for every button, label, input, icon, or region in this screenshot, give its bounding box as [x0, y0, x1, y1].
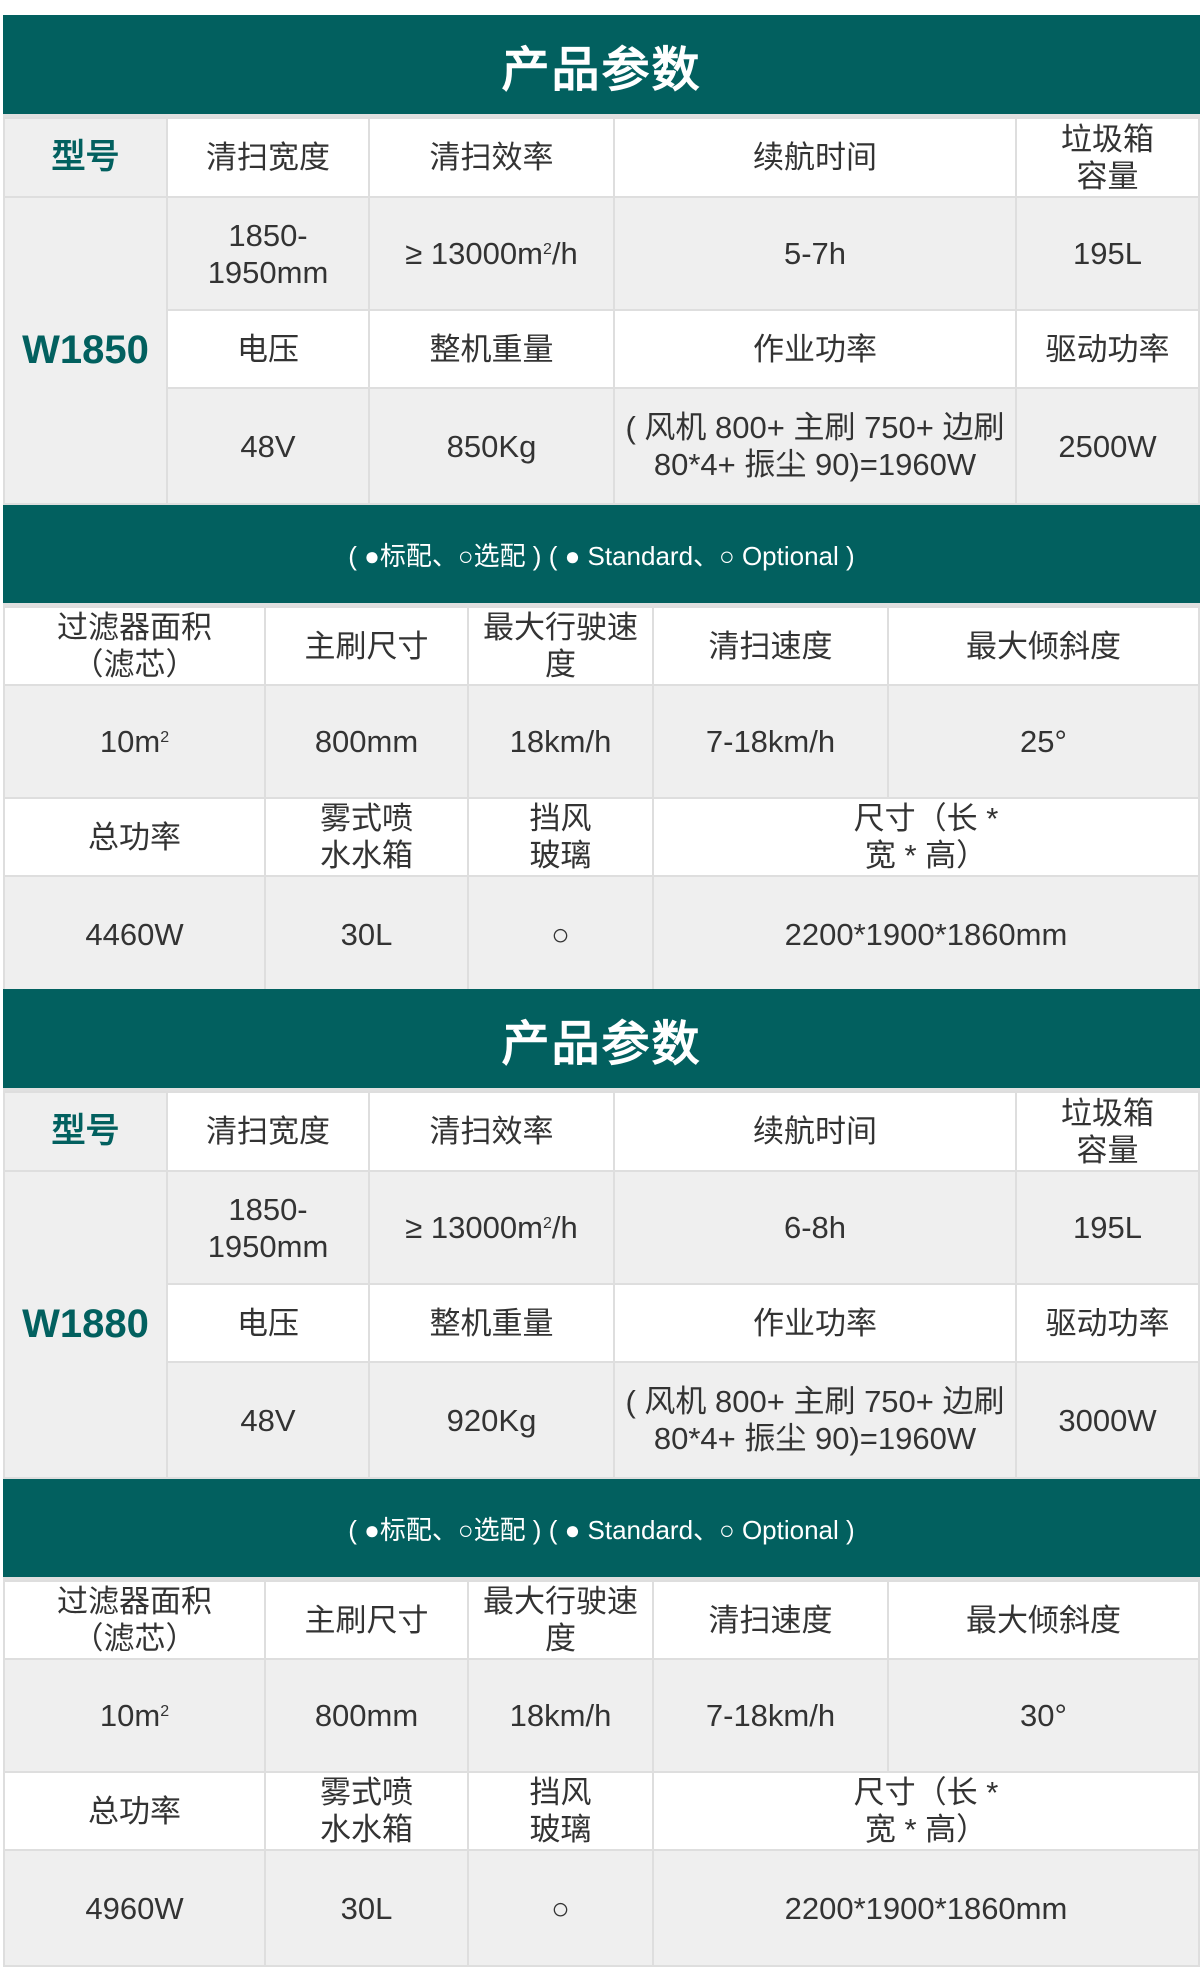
value-cell: ( 风机 800+ 主刷 750+ 边刷 80*4+ 振尘 90)=1960W: [613, 387, 1017, 505]
model-label: 型号: [3, 1091, 168, 1172]
header-cell: 清扫效率: [368, 1091, 615, 1172]
header-cell: 驱动功率: [1015, 309, 1200, 389]
header-cell: 过滤器面积（滤芯）: [3, 606, 266, 686]
value-cell: 30L: [264, 1849, 469, 1967]
header-cell: 挡风玻璃: [467, 1771, 654, 1851]
header-cell: 驱动功率: [1015, 1283, 1200, 1363]
header-cell: 主刷尺寸: [264, 606, 469, 686]
header-cell: 雾式喷水水箱: [264, 797, 469, 877]
spec-table-main: 型号 清扫宽度 清扫效率 续航时间 垃圾箱容量 W1850 1850-1950m…: [3, 117, 1200, 505]
value-cell: 3000W: [1015, 1361, 1200, 1479]
value-cell: 30°: [887, 1658, 1200, 1773]
value-cell: 7-18km/h: [652, 684, 889, 799]
value-cell: 850Kg: [368, 387, 615, 505]
value-cell: 18km/h: [467, 1658, 654, 1773]
value-cell: ( 风机 800+ 主刷 750+ 边刷 80*4+ 振尘 90)=1960W: [613, 1361, 1017, 1479]
header-cell: 最大倾斜度: [887, 606, 1200, 686]
value-cell: 2500W: [1015, 387, 1200, 505]
value-cell: 10m2: [3, 684, 266, 799]
spec-table-main: 型号 清扫宽度 清扫效率 续航时间 垃圾箱容量 W1880 1850-1950m…: [3, 1091, 1200, 1479]
legend-band: ( ●标配、○选配 ) ( ● Standard、○ Optional ): [3, 1479, 1200, 1580]
value-cell: 800mm: [264, 684, 469, 799]
value-cell: ○: [467, 875, 654, 993]
header-cell: 电压: [166, 1283, 370, 1363]
header-cell: 最大倾斜度: [887, 1580, 1200, 1660]
header-cell: 作业功率: [613, 309, 1017, 389]
model-name: W1880: [3, 1170, 168, 1479]
header-cell: 清扫效率: [368, 117, 615, 198]
value-cell: ○: [467, 1849, 654, 1967]
header-cell: 尺寸（长 * 宽 * 高）: [652, 797, 1200, 877]
value-cell: 2200*1900*1860mm: [652, 1849, 1200, 1967]
header-cell: 续航时间: [613, 1091, 1017, 1172]
value-cell: 5-7h: [613, 196, 1017, 311]
header-cell: 作业功率: [613, 1283, 1017, 1363]
header-cell: 总功率: [3, 797, 266, 877]
value-cell: 920Kg: [368, 1361, 615, 1479]
value-cell: 10m2: [3, 1658, 266, 1773]
header-cell: 清扫速度: [652, 1580, 889, 1660]
header-cell: 最大行驶速度: [467, 606, 654, 686]
legend-band: ( ●标配、○选配 ) ( ● Standard、○ Optional ): [3, 505, 1200, 606]
header-cell: 垃圾箱容量: [1015, 1091, 1200, 1172]
value-cell: 195L: [1015, 196, 1200, 311]
header-cell: 挡风玻璃: [467, 797, 654, 877]
section-title: 产品参数: [3, 15, 1200, 117]
header-cell: 清扫宽度: [166, 117, 370, 198]
value-cell: ≥ 13000m2/h: [368, 1170, 615, 1285]
header-cell: 整机重量: [368, 1283, 615, 1363]
header-cell: 雾式喷水水箱: [264, 1771, 469, 1851]
value-cell: ≥ 13000m2/h: [368, 196, 615, 311]
value-cell: 1850-1950mm: [166, 1170, 370, 1285]
header-cell: 最大行驶速度: [467, 1580, 654, 1660]
header-cell: 续航时间: [613, 117, 1017, 198]
value-cell: 48V: [166, 1361, 370, 1479]
header-cell: 尺寸（长 * 宽 * 高）: [652, 1771, 1200, 1851]
value-cell: 48V: [166, 387, 370, 505]
value-cell: 800mm: [264, 1658, 469, 1773]
value-cell: 2200*1900*1860mm: [652, 875, 1200, 993]
value-cell: 25°: [887, 684, 1200, 799]
header-cell: 总功率: [3, 1771, 266, 1851]
spec-section: 产品参数 型号 清扫宽度 清扫效率 续航时间 垃圾箱容量 W1850 1850-…: [3, 15, 1200, 993]
header-cell: 清扫宽度: [166, 1091, 370, 1172]
spec-table-secondary: 过滤器面积（滤芯） 主刷尺寸 最大行驶速度 清扫速度 最大倾斜度 10m2 80…: [3, 606, 1200, 993]
value-cell: 18km/h: [467, 684, 654, 799]
header-cell: 电压: [166, 309, 370, 389]
model-name: W1850: [3, 196, 168, 505]
value-cell: 1850-1950mm: [166, 196, 370, 311]
spec-table-secondary: 过滤器面积（滤芯） 主刷尺寸 最大行驶速度 清扫速度 最大倾斜度 10m2 80…: [3, 1580, 1200, 1967]
header-cell: 主刷尺寸: [264, 1580, 469, 1660]
header-cell: 过滤器面积（滤芯）: [3, 1580, 266, 1660]
header-cell: 整机重量: [368, 309, 615, 389]
spec-section: 产品参数 型号 清扫宽度 清扫效率 续航时间 垃圾箱容量 W1880 1850-…: [3, 989, 1200, 1967]
header-cell: 清扫速度: [652, 606, 889, 686]
value-cell: 7-18km/h: [652, 1658, 889, 1773]
header-cell: 垃圾箱容量: [1015, 117, 1200, 198]
section-title: 产品参数: [3, 989, 1200, 1091]
model-label: 型号: [3, 117, 168, 198]
value-cell: 195L: [1015, 1170, 1200, 1285]
value-cell: 6-8h: [613, 1170, 1017, 1285]
value-cell: 30L: [264, 875, 469, 993]
value-cell: 4460W: [3, 875, 266, 993]
value-cell: 4960W: [3, 1849, 266, 1967]
